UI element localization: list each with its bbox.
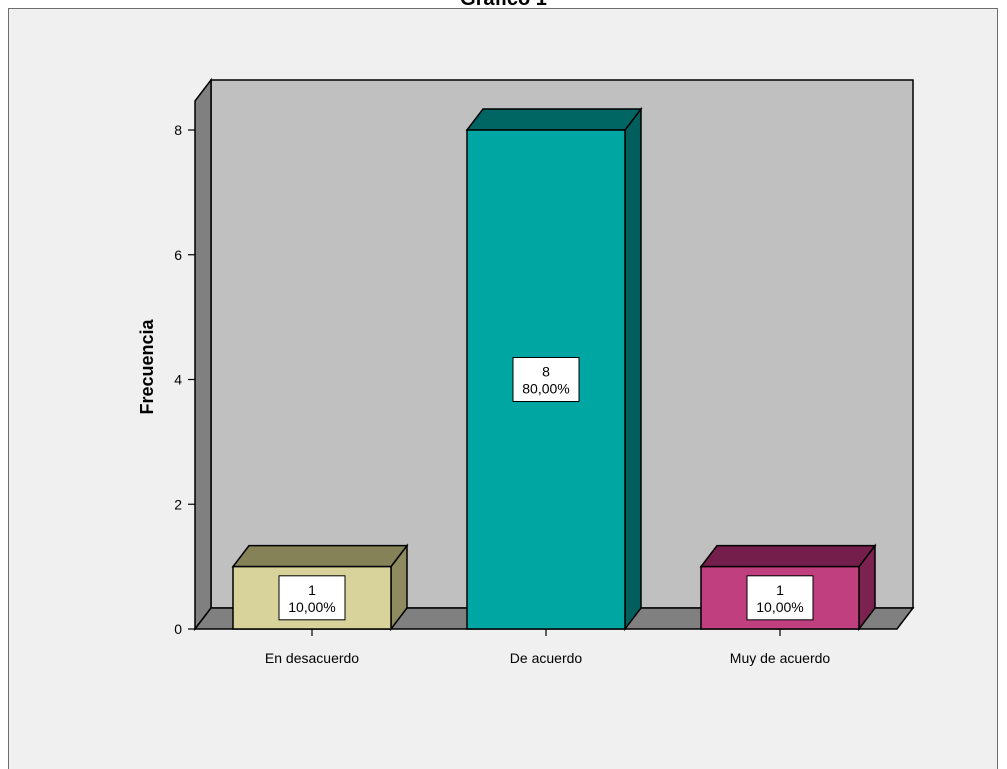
y-tick-label: 0 — [174, 621, 182, 637]
y-tick-label: 6 — [174, 247, 182, 263]
bar-side — [624, 106, 642, 632]
data-label-count: 8 — [542, 364, 550, 380]
side-wall — [194, 77, 212, 632]
x-tick-label: En desacuerdo — [265, 650, 359, 666]
y-axis-title: Frecuencia — [137, 318, 157, 414]
chart-title: Gráfico 1 — [0, 0, 1007, 11]
data-label-box — [746, 575, 814, 621]
data-label-box — [512, 357, 580, 402]
y-tick-label: 2 — [174, 496, 182, 512]
bar-top — [231, 544, 409, 568]
bar-top — [699, 544, 877, 568]
bar-group: 880,00% — [465, 106, 643, 632]
y-axis: 0 2 4 6 8 — [174, 122, 195, 637]
y-tick-label: 8 — [174, 122, 182, 138]
bar-group: 110,00% — [231, 543, 409, 632]
x-tick-label: De acuerdo — [510, 650, 583, 666]
data-label-count: 1 — [308, 582, 316, 598]
data-label-percent: 10,00% — [288, 599, 335, 615]
x-axis-labels: En desacuerdo De acuerdo Muy de acuerdo — [265, 629, 830, 666]
bar-top — [465, 108, 643, 131]
data-label-percent: 80,00% — [522, 381, 569, 397]
bars: 110,00%880,00%110,00% — [231, 106, 877, 632]
data-label-count: 1 — [776, 582, 784, 598]
data-label-box — [278, 575, 346, 621]
bar-group: 110,00% — [699, 543, 877, 632]
y-tick-label: 4 — [174, 372, 182, 388]
data-label-percent: 10,00% — [756, 599, 803, 615]
x-tick-label: Muy de acuerdo — [730, 650, 831, 666]
